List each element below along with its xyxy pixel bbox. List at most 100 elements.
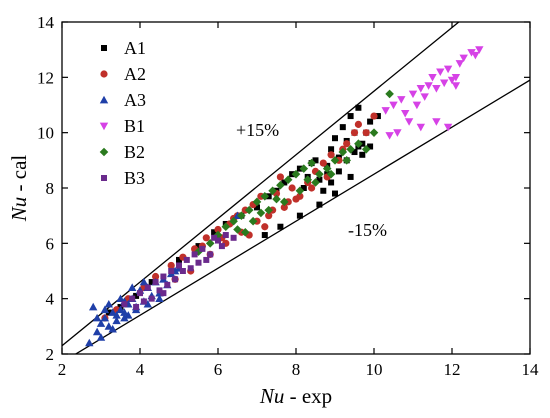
data-point [369,128,379,137]
legend-marker-b3 [101,175,107,181]
legend-label-b1: B1 [124,116,145,136]
annotation-plus-15: +15% [236,120,279,140]
data-point [120,308,129,316]
x-axis: 2 4 6 8 10 12 14 [58,22,539,379]
data-point [455,60,464,68]
data-point [332,135,338,142]
x-axis-title: Nu - exp [259,384,332,408]
data-point [148,279,155,286]
data-point [268,186,277,196]
data-point [319,159,327,167]
y-tick-label: 8 [46,179,55,198]
data-point [370,112,378,120]
data-point [346,144,355,154]
data-point [92,327,102,336]
x-tick-label: 8 [292,360,301,379]
data-point [214,225,222,234]
data-point [408,90,418,99]
y-axis: 2 4 6 8 10 12 14 [37,13,530,364]
data-point [139,277,149,286]
data-point [443,65,453,74]
data-point [326,169,336,179]
annotation-minus-15: -15% [348,220,387,240]
data-point [467,49,476,57]
data-point [315,169,324,179]
data-point [187,265,194,272]
data-point [222,232,229,239]
data-point [300,185,307,191]
data-point [264,205,273,215]
data-point [281,179,288,186]
data-point [104,322,113,330]
data-point [312,157,319,164]
data-point [451,82,461,90]
data-point [316,201,323,208]
y-tick-label: 10 [37,124,54,143]
x-tick-label: 10 [366,360,383,379]
data-point [116,294,125,303]
legend-label-a3: A3 [124,90,146,110]
data-point [260,192,270,201]
data-points [85,46,484,347]
data-point [288,184,296,192]
data-point [335,168,342,175]
data-point [328,146,335,153]
data-point [389,101,398,110]
data-point [248,216,258,226]
data-point [179,268,186,274]
data-point [211,229,218,236]
data-point [432,118,441,126]
data-point [230,234,237,241]
data-point [237,211,246,220]
data-point [152,279,159,286]
data-point [296,212,303,219]
data-point [280,197,289,207]
data-point [299,164,309,173]
data-point [120,313,129,322]
data-point [89,302,98,311]
x-tick-label: 12 [444,360,461,379]
data-point [207,251,214,258]
data-point [105,309,112,316]
data-point [385,132,394,140]
data-point [447,76,457,85]
data-point [168,268,175,274]
data-point [295,186,305,196]
x-axis-title-italic: Nu [259,384,285,408]
data-point [133,292,140,299]
data-point [332,190,338,197]
data-point [191,251,198,258]
data-point [308,184,316,192]
y-tick-label: 6 [46,234,55,253]
y-axis-title-rest: - cal [7,155,31,197]
data-point [229,216,238,226]
data-point [156,287,163,294]
data-point [148,295,155,302]
legend-marker-b1 [99,122,109,131]
series-b3 [121,232,237,310]
data-point [108,324,117,333]
data-point [347,173,354,180]
data-point [108,308,117,316]
x-tick-label: 14 [522,360,540,379]
data-point [104,300,113,308]
data-point [436,68,445,76]
data-point [143,300,152,308]
data-point [440,79,449,88]
data-point [322,164,332,173]
data-point [459,54,468,63]
legend-label-a2: A2 [124,64,146,84]
y-tick-label: 12 [37,68,54,87]
data-point [367,118,374,125]
y-tick-label: 14 [37,13,55,32]
legend-label-b3: B3 [124,168,145,188]
legend: A1 A2 A3 B1 B2 B3 [99,38,146,188]
data-point [96,333,106,341]
data-point [202,234,210,242]
data-point [443,123,453,132]
data-point [354,120,362,128]
data-point [218,243,225,250]
data-point [167,261,175,270]
data-point [385,89,394,99]
data-point [112,311,121,319]
